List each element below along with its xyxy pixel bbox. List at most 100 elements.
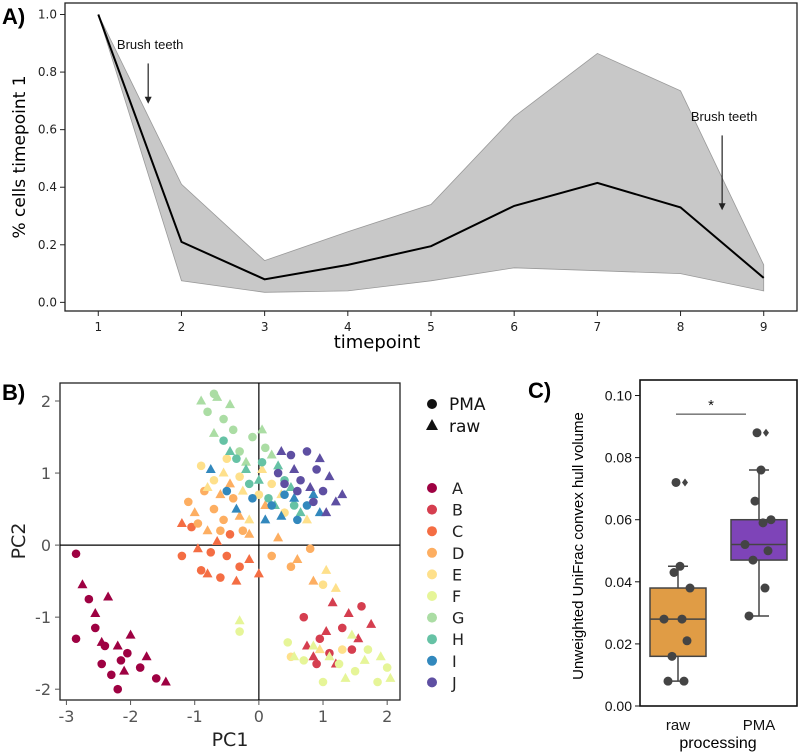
data-point	[663, 676, 673, 686]
point-raw-F	[375, 651, 386, 661]
point-pma-G	[219, 414, 228, 424]
point-raw-F	[234, 615, 245, 625]
point-pma-E	[222, 454, 232, 463]
point-raw-G	[241, 456, 252, 466]
point-pma-D	[286, 562, 296, 572]
point-raw-A	[90, 608, 101, 618]
point-raw-E	[202, 481, 213, 491]
legend-label: H	[452, 630, 464, 649]
y-tick-label: 1	[41, 464, 51, 483]
annotation-text: Brush teeth	[691, 109, 758, 124]
point-pma-D	[238, 526, 248, 535]
legend-label: D	[452, 544, 464, 563]
data-point	[675, 561, 685, 571]
point-raw-C	[253, 568, 264, 578]
y-tick-label: 0.02	[605, 636, 632, 652]
point-raw-C	[192, 543, 203, 553]
point-pma-C	[187, 522, 196, 532]
point-raw-J	[321, 507, 332, 517]
x-tick-label: 1	[318, 707, 328, 726]
point-raw-A	[112, 640, 123, 650]
point-raw-B	[308, 651, 319, 661]
legend-label: J	[451, 673, 457, 692]
data-point	[758, 518, 768, 528]
x-tick-label: 3	[261, 320, 269, 334]
point-pma-E	[318, 580, 328, 590]
point-raw-J	[324, 471, 335, 481]
point-raw-E	[301, 514, 312, 524]
x-tick-label: 8	[677, 320, 685, 334]
point-pma-J	[318, 486, 328, 496]
point-raw-J	[305, 481, 316, 491]
point-pma-A	[123, 648, 132, 658]
point-raw-C	[212, 536, 223, 545]
panel-b-frame	[59, 382, 401, 701]
box-PMA	[730, 518, 788, 561]
point-pma-H	[257, 457, 267, 467]
panel-c-boxes: raw PMA *	[649, 397, 788, 734]
point-raw-D	[308, 575, 319, 585]
point-raw-D	[202, 525, 213, 535]
point-raw-D	[225, 478, 235, 488]
significance-star: *	[708, 397, 714, 414]
legend-label: I	[452, 652, 457, 671]
point-pma-D	[267, 551, 276, 561]
point-pma-J	[273, 468, 283, 478]
y-tick-label: 0.06	[605, 512, 632, 528]
point-pma-G	[203, 407, 212, 417]
point-raw-G	[212, 391, 223, 401]
point-raw-F	[385, 672, 396, 682]
point-raw-H	[253, 474, 264, 484]
x-tick-label: -3	[58, 707, 74, 726]
legend-marker-A	[427, 483, 437, 493]
point-raw-G	[225, 399, 235, 409]
point-pma-G	[228, 425, 238, 435]
legend-marker-H	[427, 634, 437, 645]
point-raw-H	[285, 481, 296, 491]
legend-marker-D	[427, 547, 437, 558]
data-point	[744, 611, 754, 621]
point-raw-B	[353, 633, 364, 643]
legend-marker-F	[427, 591, 437, 601]
legend-marker-C	[427, 526, 437, 537]
legend-label: F	[452, 587, 461, 606]
panel-b-y-label: PC2	[8, 523, 30, 560]
data-point	[752, 428, 762, 438]
annotation-text: Brush teeth	[117, 37, 184, 52]
data-point	[667, 651, 677, 661]
point-pma-C	[225, 529, 235, 539]
panel-c-ticks: 0.00 0.02 0.04 0.06 0.08 0.10	[605, 388, 640, 714]
legend-label: raw	[449, 417, 480, 437]
x-tick-label: 7	[594, 320, 602, 334]
panel-a-ticks: 1 2 3 4 5 6 7 8 9 0.0 0.2 0.4 0.6 0.8 1.0	[38, 8, 768, 334]
point-raw-H	[225, 445, 235, 455]
point-pma-H	[219, 436, 228, 445]
point-raw-E	[314, 644, 325, 654]
legend-label: B	[452, 501, 463, 520]
y-tick-label: -1	[35, 608, 51, 627]
point-pma-J	[309, 497, 318, 507]
point-raw-B	[343, 608, 354, 618]
point-raw-F	[289, 651, 300, 661]
point-raw-J	[330, 496, 341, 506]
box-raw	[649, 587, 707, 658]
point-raw-A	[141, 651, 152, 661]
point-pma-F	[334, 659, 344, 669]
point-pma-F	[299, 656, 309, 665]
point-pma-B	[312, 659, 321, 669]
legend-marker-J	[427, 677, 437, 688]
x-tick-label: 1	[94, 320, 102, 334]
point-raw-F	[324, 651, 335, 661]
point-raw-C	[231, 575, 242, 585]
legend-label: E	[452, 565, 462, 584]
point-raw-B	[327, 597, 338, 607]
point-pma-A	[97, 659, 106, 669]
data-point	[750, 496, 760, 506]
point-pma-I	[293, 515, 302, 525]
panel-b-x-label: PC1	[212, 729, 249, 751]
point-raw-D	[292, 554, 303, 564]
point-raw-C	[202, 568, 213, 578]
point-pma-J	[286, 450, 296, 460]
x-tick-label: 5	[427, 320, 435, 334]
